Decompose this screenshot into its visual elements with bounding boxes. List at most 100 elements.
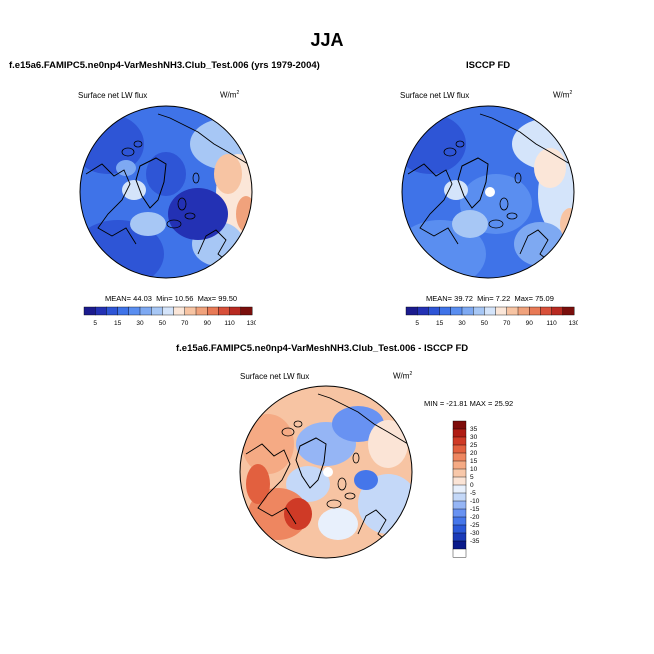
obs-colorbar-tick-label: 110 (546, 320, 557, 327)
island-outline (443, 147, 457, 157)
island-outline (506, 212, 518, 220)
obs-colorbar-swatch (495, 306, 508, 316)
diff-colorbar-tick-label: -10 (470, 498, 480, 505)
diff-colorbar-swatch (452, 468, 467, 478)
model-colorbar-tick-label: 5 (93, 320, 97, 327)
model-colorbar-tick-label: 130 (247, 320, 256, 327)
model-colorbar-swatch (229, 306, 242, 316)
model-polar-map (79, 105, 253, 279)
island-outline (281, 427, 295, 437)
diff-colorbar-swatch (452, 524, 467, 534)
model-colorbar-tick-label: 50 (159, 320, 167, 327)
obs-colorbar-tick-label: 90 (526, 320, 534, 327)
obs-colorbar-swatch (439, 306, 452, 316)
diff-colorbar-swatch (452, 492, 467, 502)
field-patch (284, 498, 312, 530)
obs-field-label: Surface net LW flux (400, 91, 470, 100)
obs-colorbar-swatch (506, 306, 519, 316)
obs-colorbar-swatch (405, 306, 418, 316)
diff-colorbar-tick-label: 25 (470, 442, 478, 449)
diff-colorbar-swatch (452, 540, 467, 550)
obs-colorbar-tick-label: 30 (458, 320, 466, 327)
coastline (317, 393, 409, 445)
model-colorbar: 5 15 30 50 70 90 110 130 (83, 306, 256, 327)
obs-colorbar-swatch (472, 306, 485, 316)
coastline (457, 157, 489, 209)
obs-colorbar-swatch (484, 306, 497, 316)
pole-hole (485, 187, 495, 197)
diff-minmax: MIN = -21.81 MAX = 25.92 (424, 399, 514, 408)
diff-colorbar-swatch (452, 428, 467, 438)
diff-unit-label: W/m2 (393, 371, 413, 381)
model-colorbar-swatch (83, 306, 96, 316)
model-field-label: Surface net LW flux (78, 91, 148, 100)
diff-colorbar-swatch (452, 452, 467, 462)
island-outline (192, 172, 200, 184)
island-outline (293, 420, 303, 428)
obs-colorbar-tick-label: 50 (481, 320, 489, 327)
model-colorbar-swatch (184, 306, 197, 316)
field-patch (246, 464, 270, 504)
model-subtitle: f.e15a6.FAMIPC5.ne0np4-VarMeshNH3.Club_T… (9, 60, 320, 71)
pole-hole (323, 467, 333, 477)
field-patch (168, 188, 228, 240)
field-patch (452, 210, 488, 238)
diff-colorbar-swatch (452, 436, 467, 446)
island-outline (184, 212, 196, 220)
obs-colorbar-swatch (562, 306, 575, 316)
diff-subtitle: f.e15a6.FAMIPC5.ne0np4-VarMeshNH3.Club_T… (176, 343, 469, 354)
field-patch (286, 466, 330, 502)
coastline (157, 113, 249, 165)
model-colorbar-swatch (128, 306, 141, 316)
island-outline (326, 499, 342, 509)
model-colorbar-tick-label: 110 (224, 320, 235, 327)
field-patch (130, 212, 166, 236)
diff-colorbar-swatch (452, 460, 467, 470)
coastline (135, 157, 167, 209)
obs-colorbar-swatch (551, 306, 564, 316)
diff-colorbar-tick-label: -35 (470, 538, 480, 545)
page-title: JJA (310, 30, 344, 50)
obs-polar-map (401, 105, 575, 279)
obs-subtitle: ISCCP FD (466, 60, 511, 71)
obs-colorbar-swatch (428, 306, 440, 316)
diff-colorbar-swatch (452, 476, 467, 486)
diff-colorbar-tick-label: -5 (470, 490, 476, 497)
obs-colorbar-swatch (517, 306, 530, 316)
model-colorbar-swatch (240, 306, 253, 316)
island-outline (514, 172, 522, 184)
model-colorbar-tick-label: 70 (181, 320, 189, 327)
diff-colorbar-tick-label: 35 (470, 426, 478, 433)
coastline (245, 443, 297, 525)
diff-colorbar-swatch (452, 548, 467, 558)
obs-colorbar: 5 15 30 50 70 90 110 130 (405, 306, 578, 327)
island-outline (352, 452, 360, 464)
diff-colorbar-swatch (452, 500, 467, 510)
diff-colorbar-tick-label: 10 (470, 466, 478, 473)
diff-colorbar-swatch (452, 508, 467, 518)
obs-colorbar-swatch (461, 306, 474, 316)
island-outline (166, 219, 182, 229)
diff-colorbar-swatch (452, 484, 467, 494)
model-colorbar-swatch (139, 306, 152, 316)
island-outline (488, 219, 504, 229)
obs-stats: MEAN= 39.72 Min= 7.22 Max= 75.09 (426, 294, 554, 303)
diff-colorbar-tick-label: 0 (470, 482, 474, 489)
model-colorbar-tick-label: 90 (204, 320, 212, 327)
field-patch (514, 222, 566, 266)
field-patch (318, 508, 358, 540)
obs-colorbar-tick-label: 15 (436, 320, 444, 327)
model-colorbar-tick-label: 30 (136, 320, 144, 327)
island-outline (337, 477, 347, 491)
obs-unit-label: W/m2 (553, 90, 573, 100)
diff-field-label: Surface net LW flux (240, 372, 310, 381)
diff-colorbar-tick-label: 20 (470, 450, 478, 457)
island-outline (344, 492, 356, 500)
model-colorbar-swatch (173, 306, 186, 316)
obs-colorbar-swatch (416, 306, 429, 316)
island-outline (499, 197, 509, 211)
model-colorbar-swatch (150, 306, 163, 316)
diff-colorbar-tick-label: -20 (470, 514, 480, 521)
map-border (401, 105, 575, 279)
